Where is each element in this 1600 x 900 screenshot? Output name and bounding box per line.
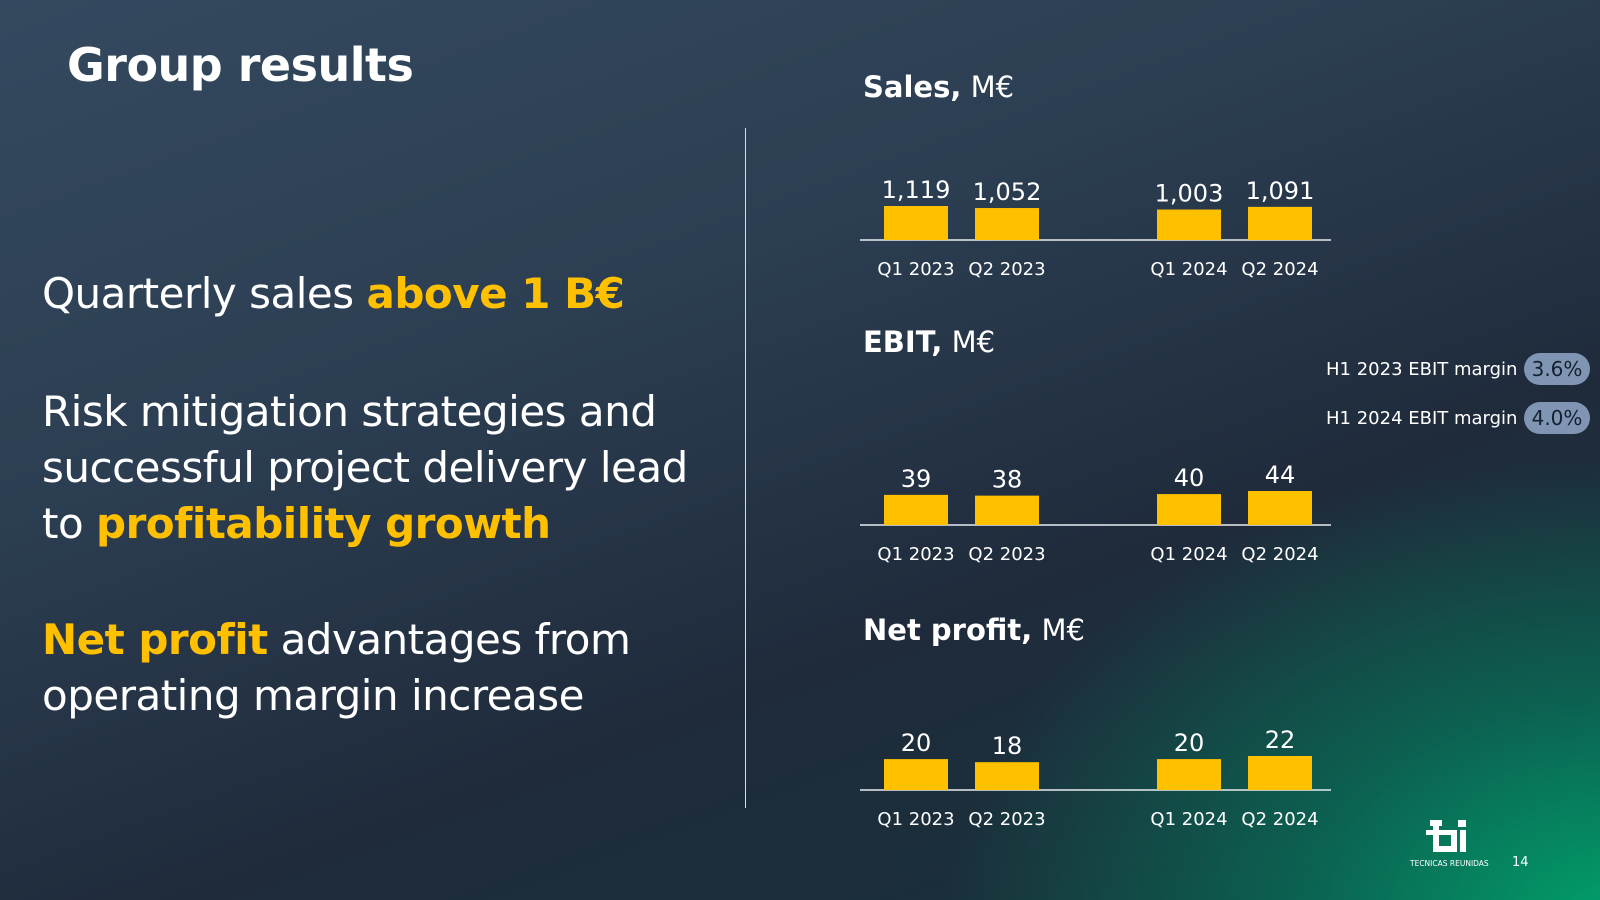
message-text: Risk mitigation strategies and successfu… [42, 387, 688, 548]
bar-q2-2024 [1248, 206, 1312, 240]
net-profit-chart: 20 Q1 2023 18 Q2 2023 20 Q1 2024 22 Q2 2024 [860, 726, 1331, 830]
bar-value-label: 18 [992, 732, 1023, 760]
category-tick-label: Q1 2024 [1150, 544, 1227, 565]
category-tick-label: Q2 2023 [968, 259, 1045, 280]
category-tick-label: Q2 2023 [968, 809, 1045, 830]
category-tick-label: Q2 2024 [1241, 809, 1318, 830]
sales-chart-title: Sales, M€ [863, 70, 1014, 104]
sales-chart: 1,119 Q1 2023 1,052 Q2 2023 1,003 Q1 2024 1,09… [860, 176, 1331, 280]
vertical-divider [745, 128, 746, 808]
chart-title-label: Net profit, [863, 613, 1033, 647]
chart-title-unit: M€ [1041, 613, 1085, 647]
bar-q2-2023 [975, 495, 1039, 525]
bar-value-label: 1,091 [1246, 177, 1315, 205]
bar-value-label: 38 [992, 466, 1023, 494]
bar-q1-2024 [1157, 494, 1221, 525]
ebit-margin-label: H1 2023 EBIT margin [1326, 358, 1518, 380]
ebit-margin-h1-2023: H1 2023 EBIT margin 3.6% [1326, 352, 1590, 386]
chart-title-unit: M€ [951, 325, 996, 359]
category-tick-label: Q1 2024 [1150, 809, 1227, 830]
message-highlight: Net profit [42, 615, 268, 664]
page-number: 14 [1512, 855, 1529, 870]
net-profit-chart-title: Net profit, M€ [863, 613, 1085, 647]
chart-title-label: EBIT, [863, 325, 943, 359]
logo-mark-icon: TECNICAS REUNIDAS [1409, 820, 1489, 868]
message-net-profit: Net profit advantages from operating mar… [42, 612, 722, 724]
category-tick-label: Q1 2023 [877, 809, 954, 830]
logo-text: TECNICAS REUNIDAS [1409, 859, 1489, 868]
bar-value-label: 1,119 [882, 176, 951, 204]
bar-q2-2024 [1248, 491, 1312, 525]
bar-value-label: 20 [1174, 729, 1205, 757]
bar-q1-2023 [884, 759, 948, 790]
bar-value-label: 40 [1174, 464, 1205, 492]
ebit-margin-h1-2024: H1 2024 EBIT margin 4.0% [1326, 401, 1590, 435]
bar-value-label: 44 [1265, 461, 1296, 489]
tecnicas-reunidas-logo: TECNICAS REUNIDAS [1408, 818, 1498, 874]
bar-q2-2023 [975, 762, 1039, 790]
chart-title-unit: M€ [970, 70, 1015, 104]
bar-value-label: 20 [901, 729, 932, 757]
bar-q2-2023 [975, 208, 1039, 240]
ebit-margin-value-pill: 3.6% [1524, 353, 1590, 385]
slide-title: Group results [67, 38, 414, 92]
category-tick-label: Q1 2024 [1150, 259, 1227, 280]
category-tick-label: Q1 2023 [877, 259, 954, 280]
bar-value-label: 22 [1265, 726, 1296, 754]
bar-value-label: 39 [901, 465, 932, 493]
message-risk-mitigation: Risk mitigation strategies and successfu… [42, 384, 722, 552]
category-tick-label: Q2 2024 [1241, 544, 1318, 565]
message-text: Quarterly sales [42, 269, 367, 318]
bar-q1-2024 [1157, 209, 1221, 240]
message-highlight: profitability growth [96, 499, 551, 548]
message-highlight: above 1 B€ [366, 269, 625, 318]
category-tick-label: Q2 2023 [968, 544, 1045, 565]
category-tick-label: Q1 2023 [877, 544, 954, 565]
ebit-margin-label: H1 2024 EBIT margin [1326, 407, 1518, 429]
bar-q1-2023 [884, 494, 948, 525]
ebit-chart-title: EBIT, M€ [863, 325, 995, 359]
ebit-chart: 39 Q1 2023 38 Q2 2023 40 Q1 2024 44 Q2 2024 [860, 461, 1331, 565]
message-quarterly-sales: Quarterly sales above 1 B€ [42, 266, 722, 322]
bar-value-label: 1,003 [1155, 180, 1224, 208]
chart-title-label: Sales, [863, 70, 962, 104]
bar-q1-2024 [1157, 759, 1221, 790]
ebit-margin-value-pill: 4.0% [1524, 402, 1590, 434]
category-tick-label: Q2 2024 [1241, 259, 1318, 280]
bar-q1-2023 [884, 206, 948, 240]
message-text: advantages from operating margin increas… [42, 615, 631, 720]
bar-value-label: 1,052 [973, 178, 1042, 206]
bar-q2-2024 [1248, 756, 1312, 790]
